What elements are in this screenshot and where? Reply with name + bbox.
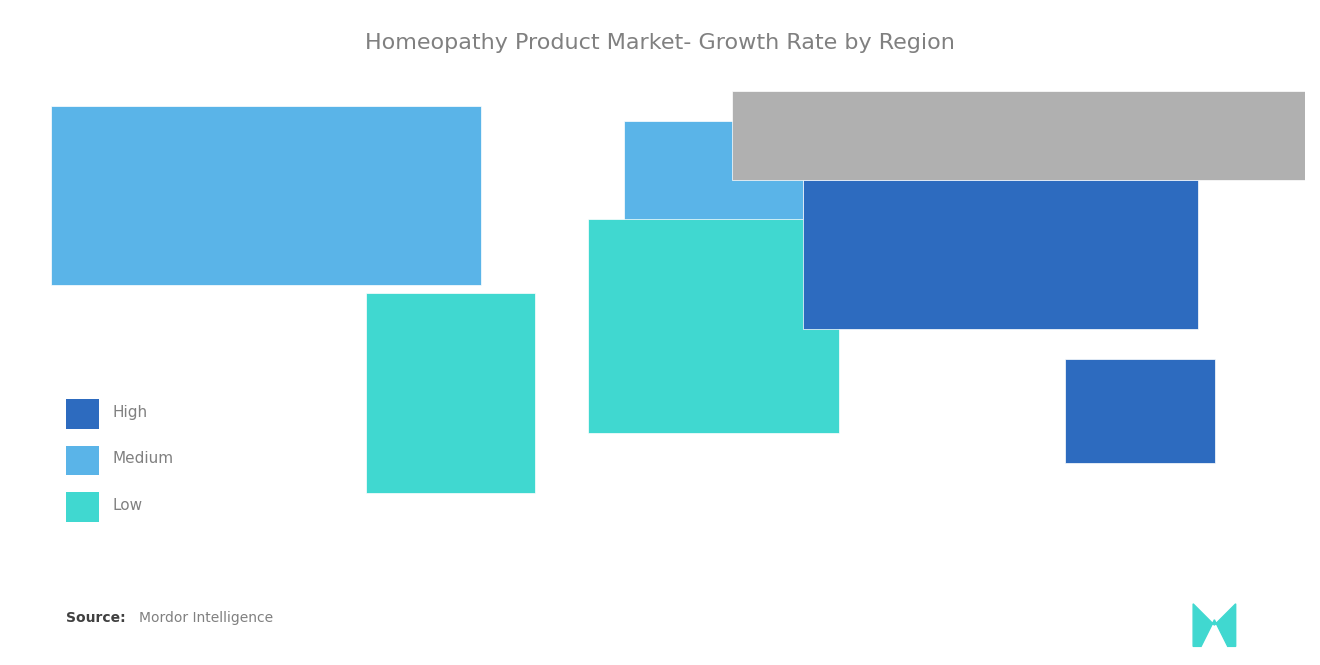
Text: Medium: Medium bbox=[112, 452, 173, 466]
Polygon shape bbox=[1065, 359, 1216, 463]
Text: Source:: Source: bbox=[66, 611, 125, 625]
Polygon shape bbox=[804, 180, 1197, 329]
Polygon shape bbox=[624, 121, 804, 225]
Text: High: High bbox=[112, 405, 148, 420]
Polygon shape bbox=[1193, 604, 1236, 646]
Polygon shape bbox=[51, 106, 480, 285]
Text: Low: Low bbox=[112, 498, 143, 513]
Text: Mordor Intelligence: Mordor Intelligence bbox=[139, 611, 273, 625]
Polygon shape bbox=[589, 219, 840, 434]
Polygon shape bbox=[731, 91, 1305, 180]
Polygon shape bbox=[366, 293, 535, 493]
Text: Homeopathy Product Market- Growth Rate by Region: Homeopathy Product Market- Growth Rate b… bbox=[366, 33, 954, 53]
